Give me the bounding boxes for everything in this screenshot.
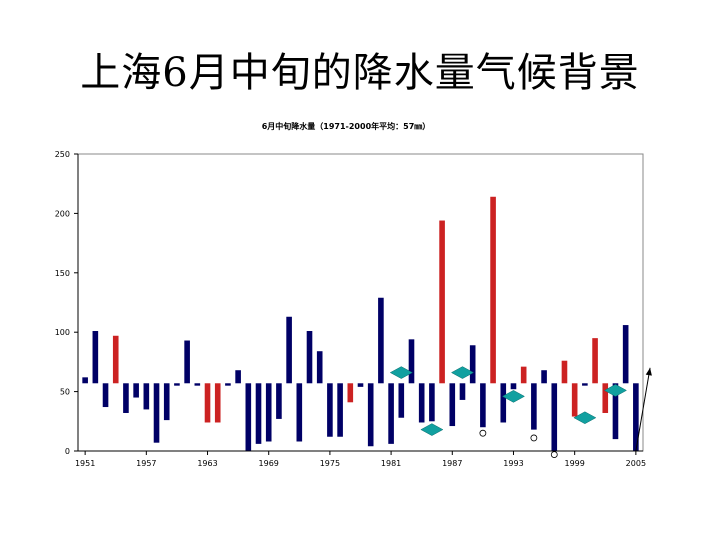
trend-arrow-head (645, 367, 652, 376)
bar-1964 (214, 383, 221, 423)
bar-1961 (184, 340, 190, 384)
chart-title: 6月中旬降水量（1971-2000年平均：57㎜） (262, 121, 431, 131)
bar-1994 (520, 366, 527, 384)
diamond-marker (603, 384, 627, 397)
bar-1981 (388, 383, 394, 444)
bar-1989 (469, 345, 476, 384)
x-tick-label: 1993 (503, 459, 523, 468)
bar-1995 (531, 383, 537, 430)
x-tick-label: 1957 (136, 459, 156, 468)
bar-1973 (306, 331, 313, 384)
bar-1974 (316, 351, 323, 384)
slide-title: 上海6月中旬的降水量气候背景 (80, 50, 640, 96)
bar-1960 (174, 383, 180, 386)
bar-2004 (622, 325, 629, 384)
bar-1963 (204, 383, 211, 423)
x-tick-label: 1951 (75, 459, 95, 468)
diamond-marker (389, 366, 413, 379)
bar-1987 (449, 383, 456, 427)
bar-1979 (367, 383, 374, 447)
bar-1998 (561, 360, 568, 384)
y-tick-label: 100 (55, 328, 70, 337)
bar-1972 (296, 383, 303, 442)
y-tick-label: 0 (65, 447, 70, 456)
x-tick-label: 1999 (564, 459, 584, 468)
bar-2001 (592, 338, 598, 384)
bar-1966 (235, 370, 241, 384)
circle-marker (530, 434, 538, 442)
bar-1959 (163, 383, 170, 421)
trend-arrow-line (635, 367, 651, 452)
x-tick-label: 1969 (259, 459, 279, 468)
bar-1982 (398, 383, 405, 418)
y-tick-label: 150 (55, 269, 70, 278)
bar-1985 (429, 383, 435, 422)
bar-1954 (112, 335, 119, 384)
bar-1991 (490, 196, 496, 384)
bar-1984 (418, 383, 425, 423)
bar-2003 (612, 383, 619, 440)
circle-marker (479, 429, 487, 437)
bar-1952 (92, 331, 99, 384)
bar-1986 (439, 220, 445, 384)
y-tick-label: 250 (55, 150, 70, 159)
bar-1996 (541, 370, 547, 384)
plot-frame (77, 153, 644, 452)
diamond-marker (501, 390, 526, 403)
bar-1978 (357, 383, 364, 387)
y-tick-label: 200 (55, 209, 70, 218)
bar-1970 (276, 383, 282, 419)
bar-1951 (82, 377, 88, 384)
bar-1992 (500, 383, 507, 423)
bar-1971 (286, 316, 292, 384)
bar-1977 (347, 383, 354, 403)
bar-1967 (245, 383, 252, 451)
bar-1990 (480, 383, 486, 428)
bar-1968 (255, 383, 262, 444)
x-tick-label: 1963 (197, 459, 217, 468)
bar-1955 (123, 383, 129, 413)
circle-marker (550, 451, 558, 458)
bar-1962 (194, 383, 201, 386)
bar-1980 (378, 297, 384, 384)
bar-1958 (153, 383, 160, 443)
diamond-marker (450, 366, 475, 379)
bar-1953 (102, 383, 109, 408)
axes-layer: 0 50 100 150 200 250 1951 1957 1963 1969 1975 1981 1… (55, 150, 646, 468)
x-tick-label: 2005 (626, 459, 646, 468)
bar-2000 (582, 383, 588, 386)
bar-1976 (337, 383, 343, 437)
bar-2005 (633, 383, 639, 451)
bar-1997 (551, 383, 558, 451)
bar-1956 (133, 383, 139, 398)
bar-1965 (225, 383, 231, 386)
bars-layer (82, 196, 639, 451)
bar-1993 (510, 383, 517, 390)
y-tick-label: 50 (60, 388, 70, 397)
x-tick-label: 1981 (381, 459, 401, 468)
bar-1969 (265, 383, 272, 442)
diamond-marker (573, 411, 597, 425)
x-tick-label: 1975 (320, 459, 340, 468)
y-axis-grid (77, 153, 644, 452)
bar-1975 (327, 383, 333, 437)
bar-2002 (602, 383, 609, 413)
bar-1957 (143, 383, 150, 410)
bar-1983 (408, 339, 415, 384)
markers-layer (389, 366, 652, 458)
x-tick-label: 1987 (442, 459, 462, 468)
diamond-marker (420, 423, 444, 436)
bar-1999 (571, 383, 578, 417)
bar-1988 (459, 383, 466, 400)
